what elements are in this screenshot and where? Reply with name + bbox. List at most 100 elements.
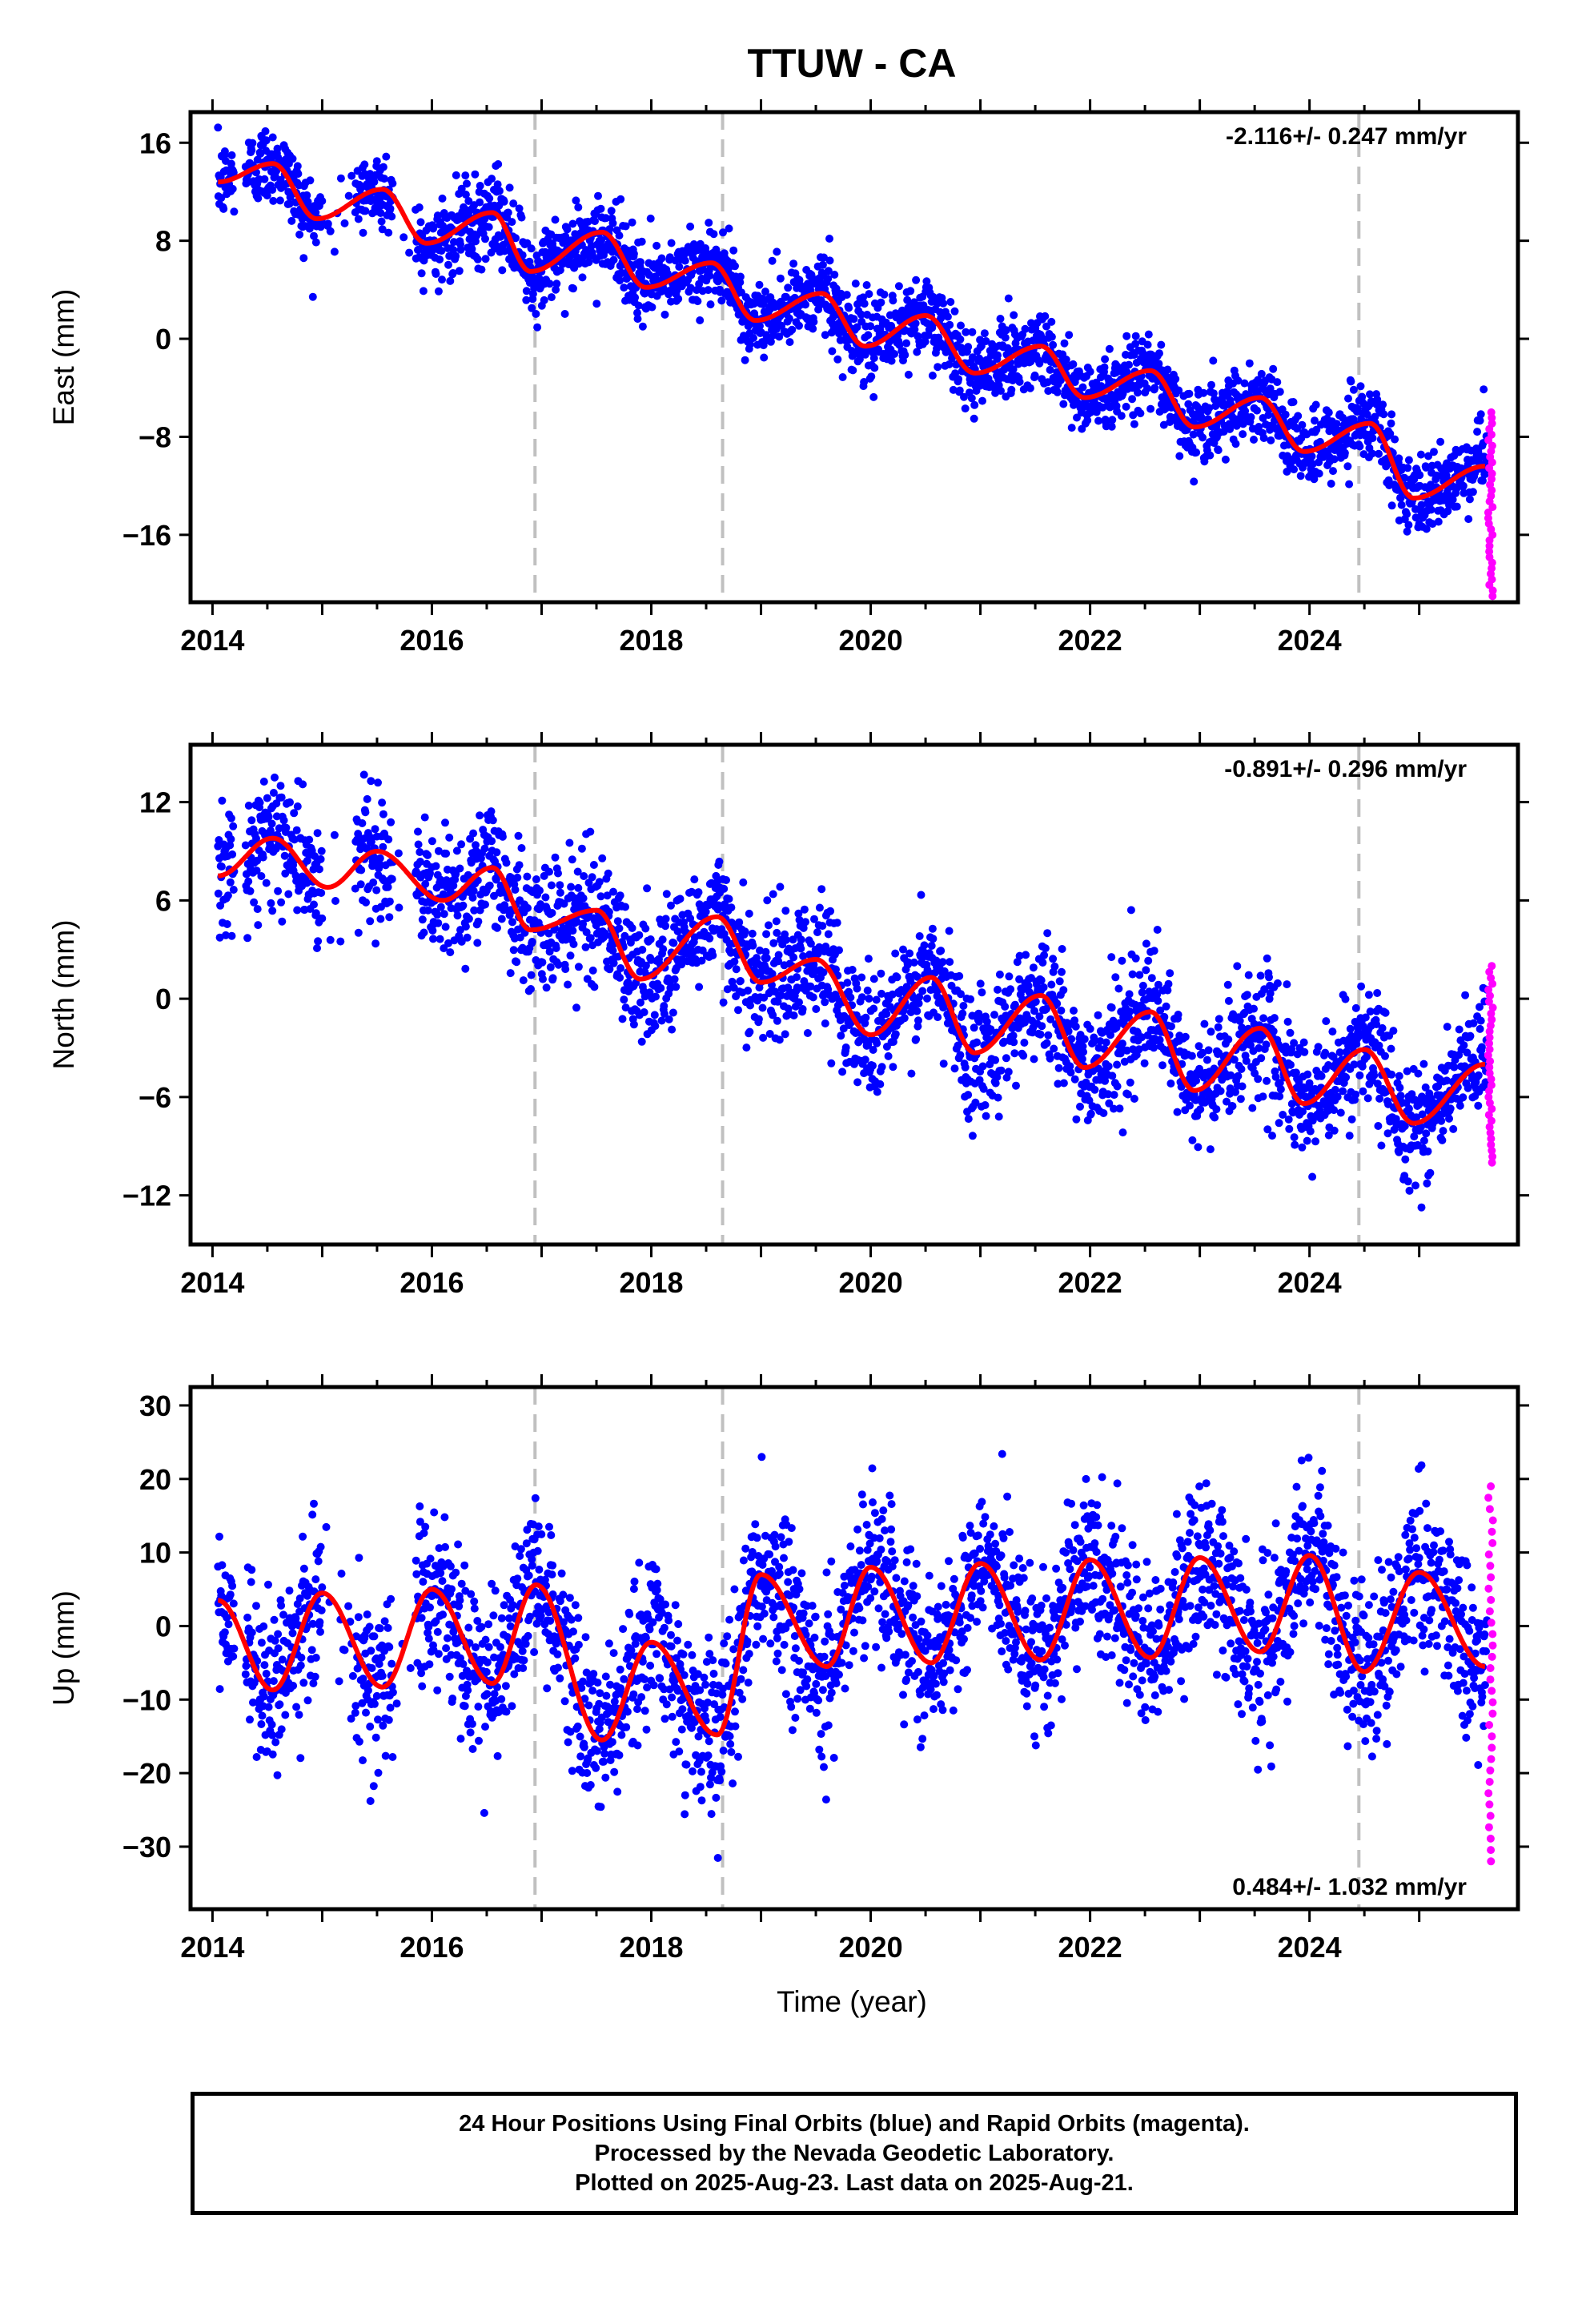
final-point bbox=[313, 944, 321, 952]
final-point bbox=[493, 923, 501, 932]
y-tick-label: 16 bbox=[139, 127, 171, 159]
final-point bbox=[1187, 1051, 1196, 1060]
final-point bbox=[1349, 385, 1358, 394]
final-point bbox=[1108, 416, 1117, 424]
final-point bbox=[773, 247, 781, 256]
final-point bbox=[621, 1003, 630, 1012]
final-point bbox=[1138, 981, 1147, 990]
final-point bbox=[841, 1043, 850, 1051]
final-point bbox=[568, 927, 577, 935]
final-point bbox=[660, 1009, 669, 1018]
final-point bbox=[434, 287, 443, 296]
final-point bbox=[434, 846, 443, 855]
final-point bbox=[961, 1063, 970, 1072]
final-point bbox=[849, 366, 857, 375]
final-point bbox=[727, 903, 736, 912]
final-point bbox=[226, 878, 235, 887]
final-point bbox=[468, 244, 476, 253]
final-point bbox=[380, 175, 388, 183]
final-point bbox=[522, 296, 531, 304]
final-point bbox=[1040, 951, 1049, 959]
final-point bbox=[818, 922, 827, 931]
final-point bbox=[906, 287, 915, 296]
final-point bbox=[609, 887, 617, 896]
final-point bbox=[882, 1010, 891, 1018]
final-point bbox=[1204, 1046, 1213, 1055]
final-point bbox=[369, 853, 378, 862]
final-point bbox=[601, 214, 610, 223]
final-point bbox=[1329, 467, 1337, 476]
final-point bbox=[433, 211, 442, 220]
final-point bbox=[1299, 1038, 1308, 1047]
final-point bbox=[533, 323, 542, 332]
final-point bbox=[371, 939, 380, 948]
final-point bbox=[748, 929, 757, 938]
final-point bbox=[229, 168, 238, 177]
final-point bbox=[552, 279, 561, 288]
final-point bbox=[774, 951, 783, 959]
final-point bbox=[1104, 1062, 1113, 1071]
final-point bbox=[968, 328, 977, 336]
final-point bbox=[1356, 382, 1365, 391]
final-point bbox=[749, 941, 757, 950]
final-point bbox=[1010, 1038, 1018, 1047]
final-point bbox=[980, 329, 989, 338]
final-point bbox=[1387, 419, 1395, 428]
final-point bbox=[1480, 385, 1488, 394]
final-point bbox=[420, 813, 429, 822]
final-point bbox=[1047, 332, 1056, 341]
final-point bbox=[773, 928, 781, 937]
final-point bbox=[746, 340, 754, 348]
final-point bbox=[742, 1043, 751, 1052]
final-point bbox=[889, 296, 897, 305]
final-point bbox=[864, 331, 873, 340]
final-point bbox=[939, 299, 948, 308]
final-point bbox=[383, 883, 392, 891]
final-point bbox=[978, 988, 986, 997]
final-point bbox=[1155, 349, 1163, 358]
final-point bbox=[1001, 333, 1010, 342]
final-point bbox=[1174, 386, 1183, 395]
final-point bbox=[1480, 470, 1489, 479]
final-point bbox=[379, 842, 387, 851]
final-point bbox=[913, 1007, 921, 1015]
final-point bbox=[1270, 1014, 1279, 1023]
final-point bbox=[1199, 433, 1207, 442]
final-point bbox=[278, 917, 287, 926]
final-point bbox=[293, 162, 302, 171]
final-point bbox=[1427, 505, 1435, 514]
final-point bbox=[734, 1006, 742, 1015]
final-point bbox=[356, 880, 365, 889]
x-tick-label: 2014 bbox=[180, 624, 244, 657]
final-point bbox=[1314, 1043, 1323, 1051]
final-point bbox=[444, 939, 452, 947]
final-point bbox=[376, 209, 385, 217]
final-point bbox=[453, 911, 462, 920]
final-point bbox=[1153, 926, 1162, 934]
final-point bbox=[1142, 939, 1150, 948]
final-point bbox=[509, 946, 518, 955]
final-point bbox=[1224, 996, 1233, 1005]
final-point bbox=[966, 995, 975, 1003]
final-point bbox=[434, 919, 443, 927]
final-point bbox=[1303, 1136, 1311, 1145]
final-point bbox=[247, 146, 256, 155]
final-point bbox=[1284, 1115, 1293, 1124]
final-point bbox=[257, 872, 266, 880]
final-point bbox=[556, 881, 564, 890]
final-point bbox=[661, 915, 670, 923]
final-point bbox=[1199, 388, 1208, 397]
rapid-point bbox=[1485, 541, 1494, 550]
final-point bbox=[744, 987, 753, 995]
final-point bbox=[675, 263, 684, 271]
final-point bbox=[1248, 1104, 1257, 1112]
final-point bbox=[513, 873, 522, 882]
final-point bbox=[1250, 1004, 1258, 1013]
final-point bbox=[1054, 1063, 1063, 1072]
final-point bbox=[464, 915, 473, 923]
final-point bbox=[569, 940, 578, 948]
final-point bbox=[344, 191, 353, 200]
final-point bbox=[945, 360, 954, 368]
final-point bbox=[1004, 294, 1013, 303]
final-point bbox=[667, 901, 675, 910]
